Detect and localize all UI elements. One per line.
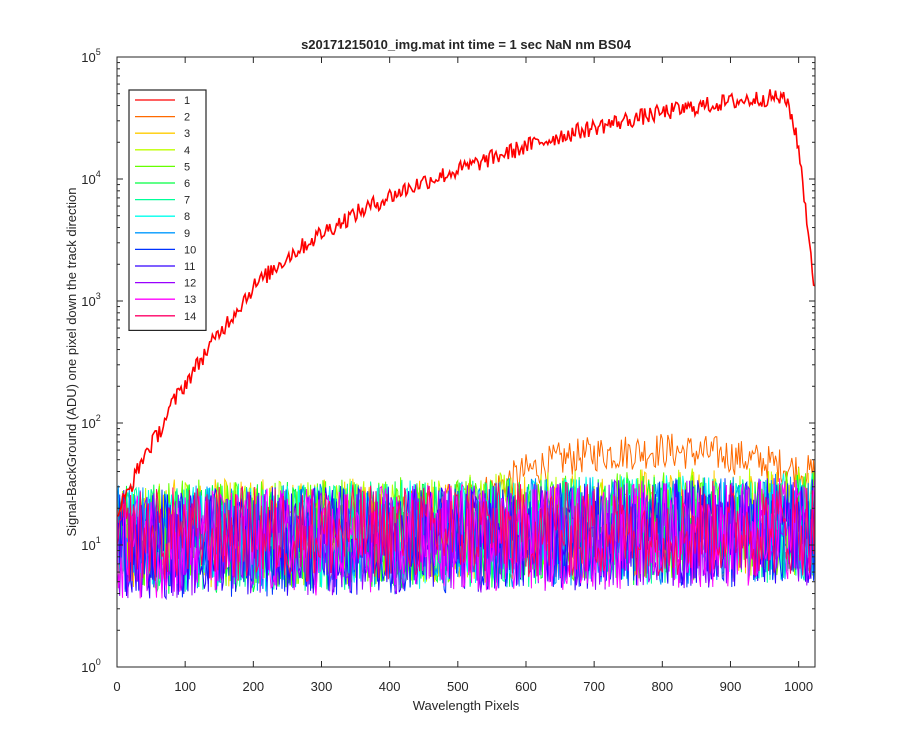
y-axis-label: Signal-BackGround (ADU) one pixel down t… [64, 187, 79, 536]
series-line-14 [116, 480, 816, 583]
legend-label-7: 7 [184, 195, 190, 207]
x-tick-label: 400 [379, 679, 401, 694]
x-tick-label: 500 [447, 679, 469, 694]
x-tick-label: 900 [720, 679, 742, 694]
legend-label-6: 6 [184, 178, 190, 190]
legend-label-8: 8 [184, 211, 190, 223]
x-tick-label: 600 [515, 679, 537, 694]
y-tick-label: 100 [81, 657, 100, 675]
legend-label-13: 13 [184, 294, 196, 306]
y-tick-label: 102 [81, 413, 100, 431]
series-line-1 [116, 89, 816, 517]
x-axis-label: Wavelength Pixels [413, 698, 520, 713]
y-tick-label: 104 [81, 169, 100, 187]
legend-label-14: 14 [184, 311, 196, 323]
x-tick-label: 100 [174, 679, 196, 694]
x-ticks: 0 100 200 300 400 500 600 700 800 900 1000 [113, 57, 813, 694]
y-tick-label: 103 [81, 291, 100, 309]
series-line-11 [116, 478, 816, 601]
legend-label-5: 5 [184, 161, 190, 173]
legend-label-1: 1 [184, 95, 190, 107]
series-layer [116, 89, 816, 601]
legend-label-4: 4 [184, 145, 190, 157]
legend-label-2: 2 [184, 112, 190, 124]
legend-box [128, 89, 207, 331]
x-tick-label: 0 [113, 679, 120, 694]
x-tick-label: 1000 [784, 679, 813, 694]
y-tick-label: 101 [81, 535, 100, 553]
plot-frame [116, 56, 816, 668]
legend-label-3: 3 [184, 128, 190, 140]
chart-title: s20171215010_img.mat int time = 1 sec Na… [301, 37, 632, 52]
legend-label-11: 11 [184, 261, 195, 273]
legend-label-10: 10 [184, 244, 196, 256]
legend-label-9: 9 [184, 228, 190, 240]
y-tick-label: 105 [81, 47, 100, 65]
x-tick-label: 800 [651, 679, 673, 694]
x-tick-label: 200 [242, 679, 264, 694]
x-tick-label: 300 [311, 679, 333, 694]
legend-label-12: 12 [184, 278, 196, 290]
x-tick-label: 700 [583, 679, 605, 694]
